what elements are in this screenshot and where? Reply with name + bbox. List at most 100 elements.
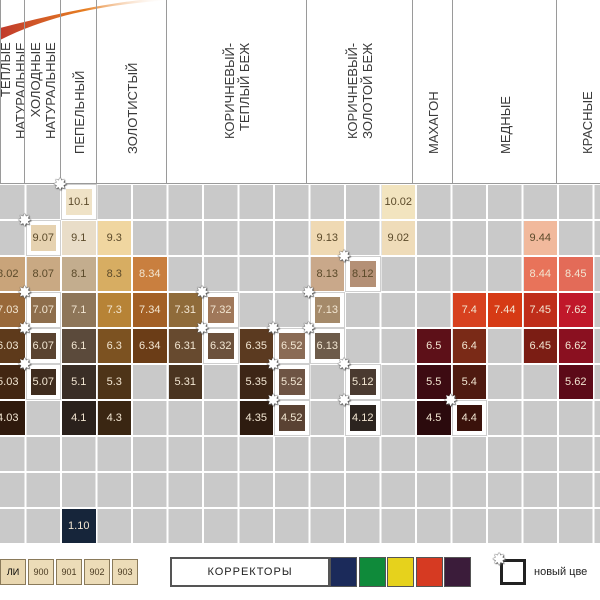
shade-cell-5-3[interactable]: 5.3 bbox=[97, 365, 131, 399]
shade-cell-7-45[interactable]: 7.45 bbox=[523, 293, 557, 327]
shade-cell-6-31[interactable]: 6.31 bbox=[168, 329, 202, 363]
new-shade-star-icon: ✸ bbox=[337, 247, 352, 266]
shade-cell-7-34[interactable]: 7.34 bbox=[133, 293, 167, 327]
shade-cell-9-3[interactable]: 9.3 bbox=[97, 221, 131, 255]
shade-cell-10-1[interactable]: 10.1 bbox=[61, 184, 97, 220]
shade-cell-5-52[interactable]: 5.52 bbox=[274, 364, 310, 400]
shade-cell-4-4[interactable]: 4.4 bbox=[451, 400, 487, 436]
shade-cell-7-13[interactable]: 7.13 bbox=[309, 292, 345, 328]
shade-cell-5-4[interactable]: 5.4 bbox=[452, 365, 486, 399]
shade-cell-8-44[interactable]: 8.44 bbox=[523, 257, 557, 291]
shade-cell-1-10[interactable]: 1.10 bbox=[62, 509, 96, 543]
shade-cell-10-02[interactable]: 10.02 bbox=[381, 185, 415, 219]
legend-corrector-swatch[interactable] bbox=[358, 557, 386, 587]
shade-cell-8-1[interactable]: 8.1 bbox=[62, 257, 96, 291]
shade-cell-7-3[interactable]: 7.3 bbox=[97, 293, 131, 327]
shade-cell-6-45[interactable]: 6.45 bbox=[523, 329, 557, 363]
shade-cell-8-3[interactable]: 8.3 bbox=[97, 257, 131, 291]
new-shade-star-icon: ✸ bbox=[266, 391, 281, 410]
shade-cell-6-35[interactable]: 6.35 bbox=[239, 329, 273, 363]
shade-cell-6-3[interactable]: 6.3 bbox=[97, 329, 131, 363]
column-header-gold: ЗОЛОТИСТЫЙ bbox=[96, 0, 166, 183]
new-shade-star-icon: ✸ bbox=[337, 391, 352, 410]
legend-new-star-icon: ✸ bbox=[492, 550, 507, 569]
shade-cell-6-52[interactable]: 6.52 bbox=[274, 328, 310, 364]
legend-corrector-swatch[interactable] bbox=[387, 557, 414, 587]
new-shade-star-icon: ✸ bbox=[443, 391, 458, 410]
legend-special-blond-903[interactable]: 903 bbox=[112, 559, 138, 585]
legend-special-blond-900[interactable]: 900 bbox=[28, 559, 54, 585]
shade-cell-5-12[interactable]: 5.12 bbox=[345, 364, 381, 400]
shade-cell-6-34[interactable]: 6.34 bbox=[133, 329, 167, 363]
shade-cell-5-62[interactable]: 5.62 bbox=[559, 365, 593, 399]
shade-cell-7-32[interactable]: 7.32 bbox=[203, 292, 239, 328]
column-header-red: КРАСНЫЕ bbox=[556, 0, 600, 183]
column-header-nat: ТЕПЛЫЕ НАТУРАЛЬНЫЕ bbox=[0, 0, 28, 183]
shade-cell-4-03[interactable]: 4.03 bbox=[0, 401, 25, 435]
legend-new-color-label: новый цве bbox=[534, 566, 588, 578]
shade-cell-5-35[interactable]: 5.35 bbox=[239, 365, 273, 399]
shade-cell-7-4[interactable]: 7.4 bbox=[452, 293, 486, 327]
shade-cell-4-1[interactable]: 4.1 bbox=[62, 401, 96, 435]
shade-cell-4-52[interactable]: 4.52 bbox=[274, 400, 310, 436]
shade-cell-8-02[interactable]: 8.02 bbox=[0, 257, 25, 291]
shade-cell-9-02[interactable]: 9.02 bbox=[381, 221, 415, 255]
shade-cell-5-1[interactable]: 5.1 bbox=[62, 365, 96, 399]
shade-cell-8-13[interactable]: 8.13 bbox=[310, 257, 344, 291]
legend-corrector-swatch[interactable] bbox=[415, 557, 443, 587]
new-shade-star-icon: ✸ bbox=[266, 355, 281, 374]
new-shade-star-icon: ✸ bbox=[337, 355, 352, 374]
shade-cell-7-03[interactable]: 7.03 bbox=[0, 293, 25, 327]
legend-corrector-swatch[interactable] bbox=[330, 557, 357, 587]
shade-cell-6-07[interactable]: 6.07 bbox=[25, 328, 61, 364]
shade-cell-8-34[interactable]: 8.34 bbox=[133, 257, 167, 291]
shade-cell-4-12[interactable]: 4.12 bbox=[345, 400, 381, 436]
shade-cell-7-44[interactable]: 7.44 bbox=[488, 293, 522, 327]
new-shade-star-icon: ✸ bbox=[195, 283, 210, 302]
new-shade-star-icon: ✸ bbox=[195, 319, 210, 338]
shade-cell-5-07[interactable]: 5.07 bbox=[25, 364, 61, 400]
legend-special-blond-901[interactable]: 901 bbox=[56, 559, 82, 585]
new-shade-star-icon: ✸ bbox=[17, 355, 32, 374]
shade-cell-6-03[interactable]: 6.03 bbox=[0, 329, 25, 363]
shade-cell-8-12[interactable]: 8.12 bbox=[345, 256, 381, 292]
shade-cell-6-4[interactable]: 6.4 bbox=[452, 329, 486, 363]
shade-cell-7-07[interactable]: 7.07 bbox=[25, 292, 61, 328]
shade-cell-7-31[interactable]: 7.31 bbox=[168, 293, 202, 327]
new-shade-star-icon: ✸ bbox=[17, 283, 32, 302]
column-header-cold: ХОЛОДНЫЕ НАТУРАЛЬНЫЕ bbox=[24, 0, 60, 183]
legend-corrector-swatch[interactable] bbox=[444, 557, 471, 587]
shade-cell-5-03[interactable]: 5.03 bbox=[0, 365, 25, 399]
new-shade-star-icon: ✸ bbox=[301, 283, 316, 302]
column-label: КРАСНЫЕ bbox=[579, 91, 595, 154]
shade-cell-4-35[interactable]: 4.35 bbox=[239, 401, 273, 435]
legend-correctors-label: КОРРЕКТОРЫ bbox=[207, 566, 293, 578]
shade-cell-6-1[interactable]: 6.1 bbox=[62, 329, 96, 363]
shade-cell-5-5[interactable]: 5.5 bbox=[417, 365, 451, 399]
column-header-mah: МАХАГОН bbox=[412, 0, 452, 183]
shade-cell-7-62[interactable]: 7.62 bbox=[559, 293, 593, 327]
shade-cell-9-44[interactable]: 9.44 bbox=[523, 221, 557, 255]
column-header-gbeige: КОРИЧНЕВЫЙ- ЗОЛОТОЙ БЕЖ bbox=[306, 0, 412, 183]
column-header-beige: КОРИЧНЕВЫЙ- ТЕПЛЫЙ БЕЖ bbox=[166, 0, 306, 183]
new-shade-star-icon: ✸ bbox=[17, 211, 32, 230]
shade-cell-5-31[interactable]: 5.31 bbox=[168, 365, 202, 399]
shade-cell-7-1[interactable]: 7.1 bbox=[62, 293, 96, 327]
column-label: ХОЛОДНЫЕ НАТУРАЛЬНЫЕ bbox=[27, 42, 58, 139]
new-shade-star-icon: ✸ bbox=[17, 319, 32, 338]
shade-cell-6-13[interactable]: 6.13 bbox=[309, 328, 345, 364]
column-header-ash: ПЕПЕЛЬНЫЙ bbox=[60, 0, 96, 183]
shade-cell-6-62[interactable]: 6.62 bbox=[559, 329, 593, 363]
column-label: ЗОЛОТИСТЫЙ bbox=[124, 62, 140, 154]
shade-cell-4-5[interactable]: 4.5 bbox=[417, 401, 451, 435]
column-header-copper: МЕДНЫЕ bbox=[452, 0, 556, 183]
shade-cell-9-1[interactable]: 9.1 bbox=[62, 221, 96, 255]
shade-cell-9-07[interactable]: 9.07 bbox=[25, 220, 61, 256]
shade-cell-8-45[interactable]: 8.45 bbox=[559, 257, 593, 291]
shade-cell-4-3[interactable]: 4.3 bbox=[97, 401, 131, 435]
legend-special-blond-902[interactable]: 902 bbox=[84, 559, 110, 585]
shade-cell-9-13[interactable]: 9.13 bbox=[310, 221, 344, 255]
shade-cell-6-32[interactable]: 6.32 bbox=[203, 328, 239, 364]
shade-cell-8-07[interactable]: 8.07 bbox=[26, 257, 60, 291]
shade-cell-6-5[interactable]: 6.5 bbox=[417, 329, 451, 363]
